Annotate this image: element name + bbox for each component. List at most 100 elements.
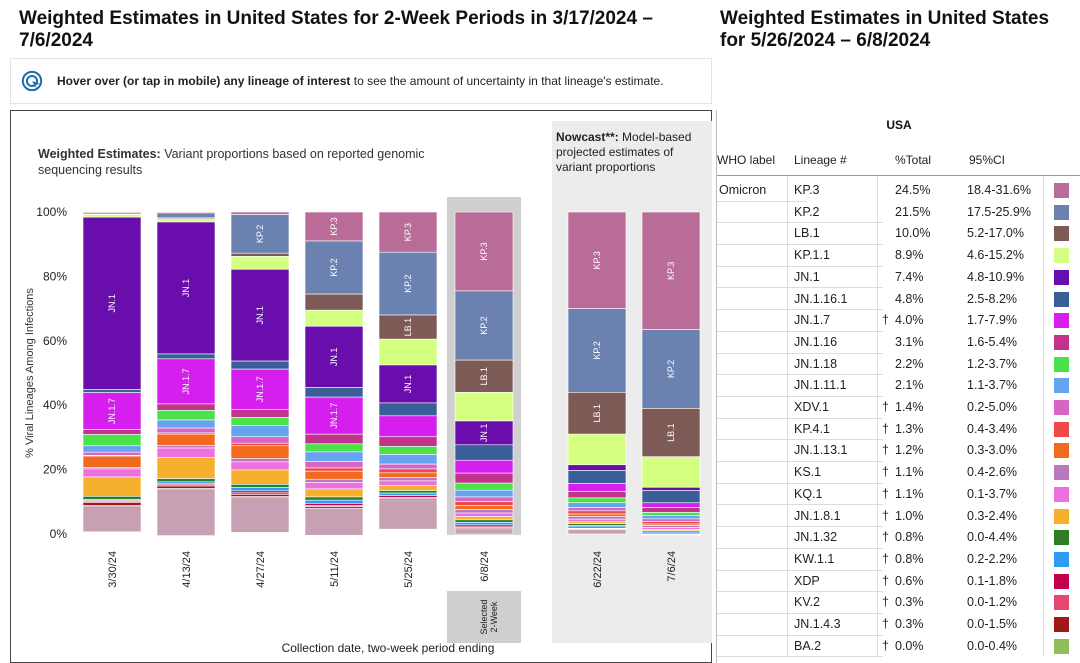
bar-segment[interactable] — [304, 467, 364, 472]
bar-segment[interactable] — [378, 211, 438, 253]
bar-segment[interactable] — [567, 470, 627, 484]
bar-segment[interactable] — [230, 409, 290, 418]
table-row[interactable]: BA.2 † 0.0% 0.0-0.4% — [717, 636, 1080, 658]
bar-segment[interactable] — [454, 489, 514, 498]
bar-segment[interactable] — [567, 513, 627, 517]
bar-segment[interactable] — [378, 499, 438, 530]
bar-segment[interactable] — [454, 509, 514, 514]
bar-segment[interactable] — [82, 451, 142, 456]
bar-segment[interactable] — [156, 427, 216, 434]
bar-segment[interactable] — [230, 445, 290, 459]
bar-segment[interactable] — [378, 251, 438, 316]
bar-segment[interactable] — [230, 461, 290, 471]
bar-segment[interactable] — [378, 454, 438, 465]
table-row[interactable]: XDV.1 † 1.4% 0.2-5.0% — [717, 397, 1080, 441]
bar-segment[interactable] — [82, 496, 142, 500]
bar-segment[interactable] — [156, 457, 216, 479]
bar-segment[interactable] — [156, 358, 216, 405]
bar-segment[interactable] — [567, 464, 627, 471]
table-row[interactable]: KS.1 † 1.1% 0.4-2.6% — [717, 462, 1080, 506]
bar-segment[interactable] — [641, 534, 701, 536]
table-row[interactable]: JN.1.11.1 2.1% 1.1-3.7% — [717, 375, 1080, 419]
bar-segment[interactable] — [304, 482, 364, 490]
bar-segment[interactable] — [454, 505, 514, 510]
table-row[interactable]: KP.1.1 8.9% 4.6-15.2% — [717, 245, 1080, 289]
bar-segment[interactable] — [230, 442, 290, 447]
table-row[interactable]: JN.1.4.3 † 0.3% 0.0-1.5% — [717, 614, 1080, 658]
bar-segment[interactable] — [156, 478, 216, 483]
bar-segment[interactable] — [378, 446, 438, 455]
bar-segment[interactable] — [641, 456, 701, 488]
bar-segment[interactable] — [156, 488, 216, 536]
bar-segment[interactable] — [230, 436, 290, 444]
bar-segment[interactable] — [82, 392, 142, 430]
bar-segment[interactable] — [304, 211, 364, 242]
bar-segment[interactable] — [230, 252, 290, 257]
bar-segment[interactable] — [567, 516, 627, 520]
bar-segment[interactable] — [304, 326, 364, 388]
table-row[interactable]: JN.1.16 3.1% 1.6-5.4% — [717, 332, 1080, 376]
bar-segment[interactable] — [82, 434, 142, 447]
bar-segment[interactable] — [82, 445, 142, 453]
bar-segment[interactable] — [378, 415, 438, 438]
bar-segment[interactable] — [454, 392, 514, 422]
bar-segment[interactable] — [156, 447, 216, 458]
bar-segment[interactable] — [304, 433, 364, 445]
table-row[interactable]: KP.2 21.5% 17.5-25.9% — [717, 202, 1080, 246]
bar-segment[interactable] — [378, 490, 438, 494]
bar-segment[interactable] — [304, 293, 364, 311]
bar-segment[interactable] — [230, 214, 290, 254]
bar-segment[interactable] — [156, 403, 216, 411]
bar-segment[interactable] — [378, 480, 438, 486]
selected-period-label-box[interactable] — [447, 591, 521, 643]
bar-segment[interactable] — [454, 211, 514, 292]
table-row[interactable]: JN.1.16.1 4.8% 2.5-8.2% — [717, 289, 1080, 332]
bar-segment[interactable] — [641, 487, 701, 491]
bar-segment[interactable] — [230, 487, 290, 492]
table-row[interactable]: JN.1.13.1 † 1.2% 0.3-3.0% — [717, 440, 1080, 484]
bar-segment[interactable] — [304, 451, 364, 462]
bar-segment[interactable] — [304, 499, 364, 504]
bar-segment[interactable] — [567, 497, 627, 504]
table-row[interactable]: JN.1 7.4% 4.8-10.9% — [717, 267, 1080, 311]
bar-segment[interactable] — [454, 290, 514, 361]
bar-segment[interactable] — [230, 425, 290, 438]
table-row[interactable]: KW.1.1 † 0.8% 0.2-2.2% — [717, 549, 1080, 593]
bar-segment[interactable] — [454, 359, 514, 393]
bar-segment[interactable] — [304, 240, 364, 295]
bar-segment[interactable] — [454, 459, 514, 474]
bar-segment[interactable] — [230, 360, 290, 370]
bar-segment[interactable] — [82, 502, 142, 506]
bar-segment[interactable] — [156, 353, 216, 360]
bar-segment[interactable] — [641, 490, 701, 504]
table-row[interactable]: JN.1.7 † 4.0% 1.7-7.9% — [717, 310, 1080, 354]
table-row[interactable]: KV.2 † 0.3% 0.0-1.2% — [717, 592, 1080, 636]
bar-segment[interactable] — [567, 502, 627, 508]
bar-segment[interactable] — [304, 461, 364, 469]
bar-segment[interactable] — [156, 212, 216, 219]
bar-segment[interactable] — [230, 368, 290, 410]
bar-segment[interactable] — [82, 214, 142, 218]
bar-segment[interactable] — [230, 496, 290, 533]
bar-segment[interactable] — [378, 477, 438, 482]
bar-segment[interactable] — [304, 507, 364, 536]
bar-segment[interactable] — [378, 436, 438, 447]
bar-segment[interactable] — [82, 476, 142, 497]
table-row[interactable]: KQ.1 † 1.1% 0.1-3.7% — [717, 484, 1080, 528]
bar-segment[interactable] — [454, 522, 514, 526]
bar-segment[interactable] — [230, 417, 290, 426]
bar-segment[interactable] — [378, 338, 438, 366]
bar-segment[interactable] — [82, 429, 142, 435]
bar-segment[interactable] — [567, 507, 627, 512]
bar-segment[interactable] — [454, 482, 514, 491]
bar-segment[interactable] — [567, 491, 627, 499]
bar-segment[interactable] — [454, 528, 514, 535]
bar-segment[interactable] — [378, 463, 438, 470]
bar-segment[interactable] — [641, 518, 701, 522]
bar-segment[interactable] — [82, 468, 142, 478]
bar-segment[interactable] — [304, 309, 364, 327]
bar-segment[interactable] — [567, 529, 627, 535]
bar-segment[interactable] — [378, 402, 438, 417]
bar-segment[interactable] — [230, 469, 290, 485]
bar-segment[interactable] — [378, 314, 438, 340]
